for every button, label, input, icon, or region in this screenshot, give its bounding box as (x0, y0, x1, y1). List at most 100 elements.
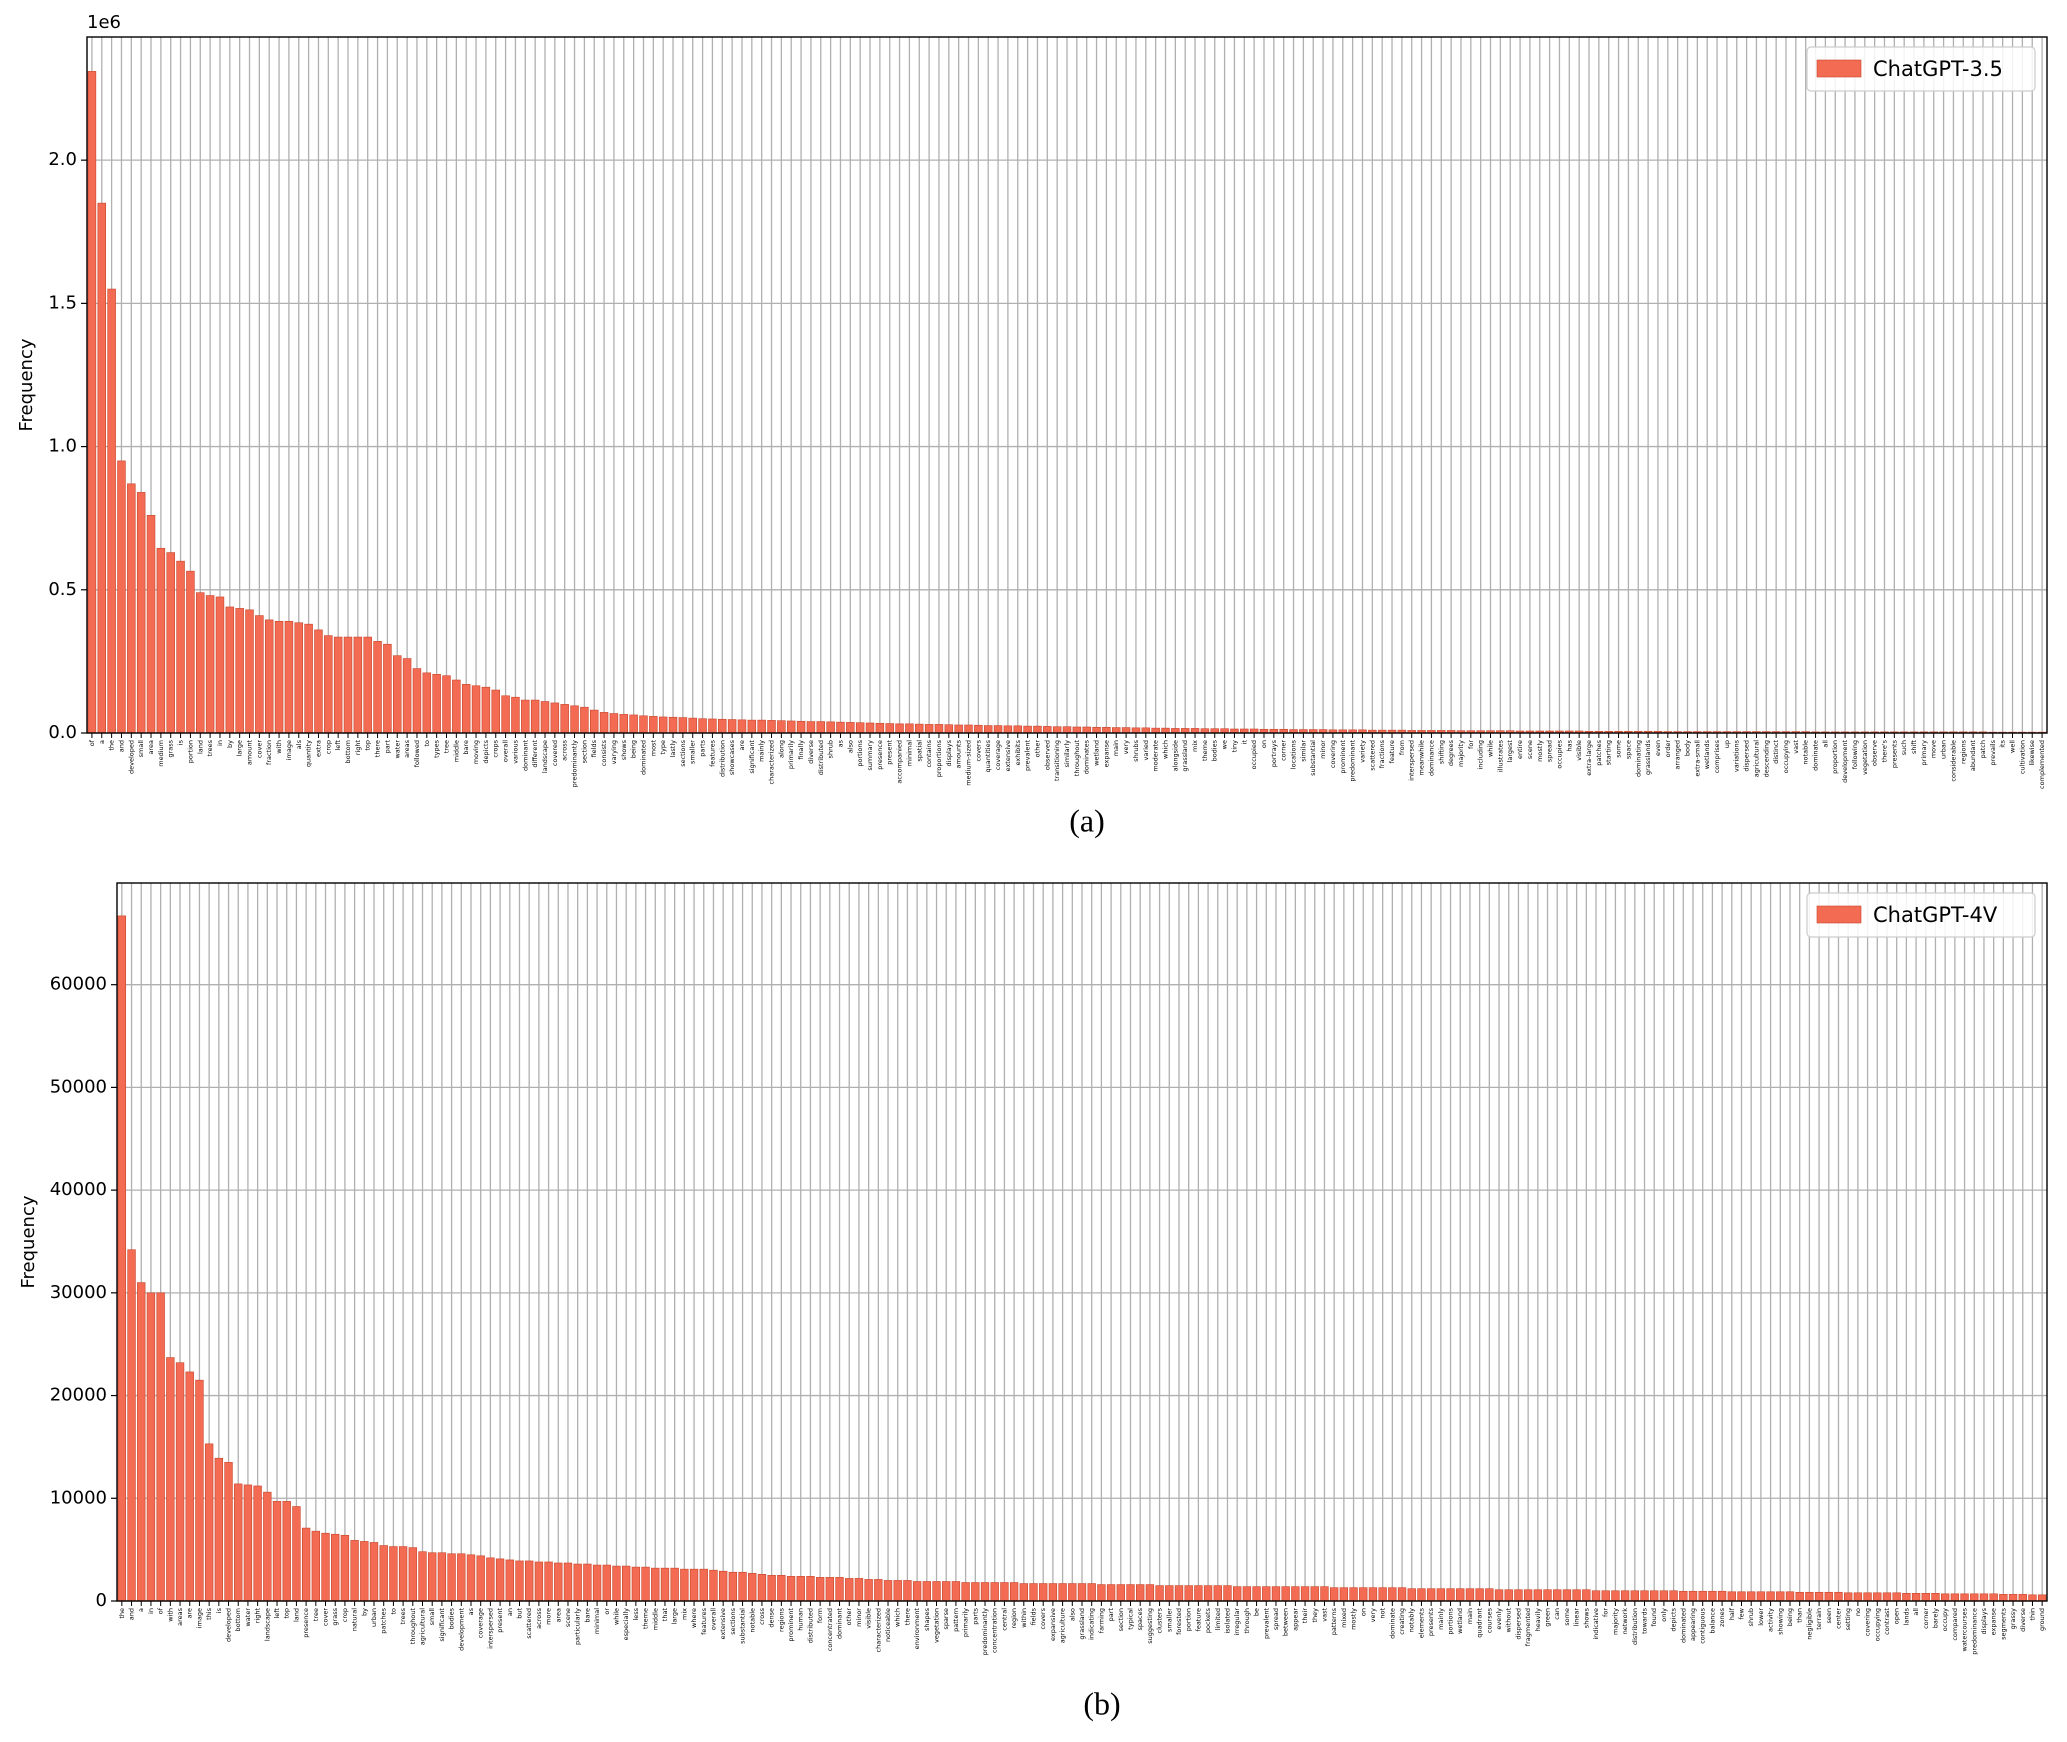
bar (1029, 1583, 1038, 1602)
x-tick-label: by (360, 1608, 368, 1616)
x-tick-label: transitioning (1053, 740, 1061, 781)
bar (1611, 1590, 1620, 1602)
bar (738, 1571, 747, 1602)
x-tick-label: different (531, 740, 539, 768)
x-tick-label: dominate (1388, 1608, 1396, 1639)
x-tick-label: areas (403, 739, 411, 757)
x-tick-label: dominated (639, 740, 647, 775)
bar (1271, 1586, 1281, 1602)
bar (1359, 1587, 1368, 1602)
x-tick-label: arranged (1674, 740, 1682, 770)
bar (1161, 727, 1170, 734)
x-tick-label: region (1010, 1608, 1018, 1629)
x-tick-label: majority (1457, 740, 1465, 767)
bar (274, 620, 284, 734)
y-tick-label: 2.0 (48, 149, 77, 170)
x-tick-label: limited (1214, 1608, 1222, 1630)
bar (895, 723, 904, 734)
x-tick-label: patch (1979, 740, 1987, 758)
x-tick-label: significant (438, 1608, 446, 1642)
x-tick-label: medium-sized (965, 740, 973, 786)
bar (442, 675, 451, 734)
bar (263, 1491, 272, 1602)
x-tick-label: coverage (994, 740, 1002, 770)
bar (912, 1581, 922, 1602)
bar (816, 721, 826, 734)
x-tick-label: especially (622, 1608, 630, 1640)
x-tick-label: vast (1792, 740, 1800, 754)
x-tick-label: dominant (521, 740, 529, 771)
bar (1252, 1586, 1261, 1602)
bar (540, 701, 550, 734)
bar (264, 619, 274, 734)
bar (698, 718, 707, 734)
bar (1679, 1590, 1688, 1602)
x-tick-label: occupying (1873, 1608, 1881, 1641)
x-tick-label: meanwhile (1418, 740, 1426, 775)
x-tick-label: grasslands (1644, 739, 1652, 775)
x-tick-label: locations (1290, 739, 1298, 769)
legend-frame (1806, 892, 2036, 938)
bar (2008, 1594, 2018, 1602)
bar (1921, 1592, 1930, 1602)
x-tick-label: heavily (1534, 1608, 1542, 1632)
bar (1131, 727, 1141, 734)
x-tick-label: covering (1864, 1608, 1872, 1636)
x-tick-label: extra-large (1585, 740, 1593, 776)
bar (204, 1443, 214, 1602)
x-tick-label: contiguous (1699, 1607, 1707, 1643)
x-tick-label: sections (729, 1607, 737, 1634)
bar (767, 1575, 776, 1602)
bar (1417, 1588, 1426, 1602)
bar (393, 655, 402, 734)
x-tick-label: water (244, 1608, 252, 1627)
x-tick-label: covered (551, 740, 559, 766)
bar (1844, 1592, 1853, 1602)
bar (1232, 1586, 1242, 1602)
x-tick-label: consists (600, 739, 608, 766)
x-tick-label: middle (651, 1608, 659, 1630)
x-tick-label: right (254, 1608, 262, 1624)
bar (1136, 1584, 1145, 1602)
x-tick-label: top (283, 1608, 291, 1619)
x-tick-label: trees (399, 1607, 407, 1624)
x-tick-label: theme (1201, 740, 1209, 761)
bar (214, 1457, 224, 1602)
axes-frame (116, 882, 2048, 1602)
bar (806, 721, 816, 734)
x-tick-label: very (1122, 740, 1130, 755)
bar (534, 1561, 544, 1602)
bar (612, 1565, 621, 1602)
bar (855, 722, 865, 734)
bar (554, 1562, 563, 1602)
bar (1033, 725, 1042, 734)
x-tick-label: clusters (1156, 1607, 1164, 1633)
bar (1805, 1591, 1814, 1602)
x-tick-label: patches (380, 1607, 388, 1633)
x-tick-label: has (1565, 739, 1573, 751)
x-tick-label: presence (876, 740, 884, 770)
x-tick-label: large (671, 1608, 679, 1624)
bar (786, 1576, 796, 1602)
x-tick-label: development (457, 1608, 465, 1651)
x-tick-label: a (98, 740, 106, 744)
bar (215, 596, 225, 734)
bar (796, 1576, 805, 1602)
caption: (b) (1083, 1685, 1120, 1721)
bar (1310, 1586, 1319, 1602)
x-tick-label: the (118, 1608, 126, 1619)
x-tick-label: distributed (817, 740, 825, 775)
x-tick-label: various (511, 739, 519, 763)
x-tick-label: very (1369, 1608, 1377, 1623)
bar (668, 716, 678, 734)
bar (905, 723, 914, 734)
x-tick-label: complemented (2038, 740, 2046, 789)
x-tick-label: ground (2038, 1608, 2046, 1631)
bar (1562, 1589, 1572, 1602)
x-tick-label: landscape (263, 1608, 271, 1641)
x-tick-label: this (205, 1607, 213, 1619)
bar (544, 1561, 553, 1602)
x-tick-label: patches (1595, 739, 1603, 765)
bar (1698, 1590, 1707, 1602)
bar (1688, 1590, 1698, 1602)
